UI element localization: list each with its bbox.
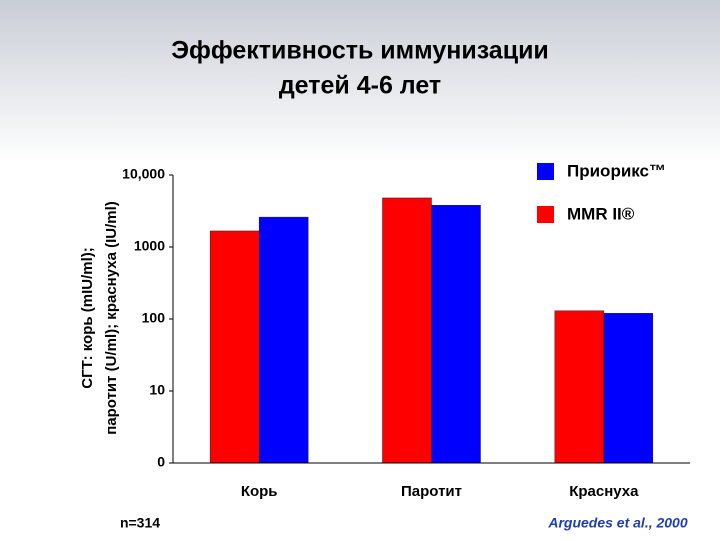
y-tick-label: 10 <box>149 382 165 398</box>
y-axis-label: паротит (U/ml); краснуха (IU/ml) <box>103 201 120 435</box>
chart-title: детей 4-6 лет <box>279 72 441 100</box>
bar <box>209 230 260 464</box>
y-tick-label: 10,000 <box>122 166 165 182</box>
y-tick-label: 100 <box>142 310 166 326</box>
bar <box>431 205 481 464</box>
legend-label: MMR II® <box>567 204 635 223</box>
x-tick-label: Краснуха <box>569 483 639 500</box>
bar <box>258 216 309 464</box>
y-tick-label: 1000 <box>134 238 165 254</box>
annotation: Arguedes et al., 2000 <box>547 515 688 531</box>
legend-label: Приорикс™ <box>567 161 666 180</box>
legend-swatch <box>537 163 554 180</box>
annotation: n=314 <box>120 515 160 531</box>
bar <box>554 310 605 464</box>
bar <box>603 313 654 464</box>
y-tick-label: 0 <box>157 454 165 470</box>
legend-swatch <box>537 206 554 223</box>
y-axis-label: СГТ: корь (mIU/ml); <box>79 247 96 388</box>
chart-title: Эффективность иммунизации <box>171 37 549 65</box>
bar <box>382 197 432 464</box>
x-tick-label: Паротит <box>401 483 462 500</box>
x-tick-label: Корь <box>241 483 278 500</box>
